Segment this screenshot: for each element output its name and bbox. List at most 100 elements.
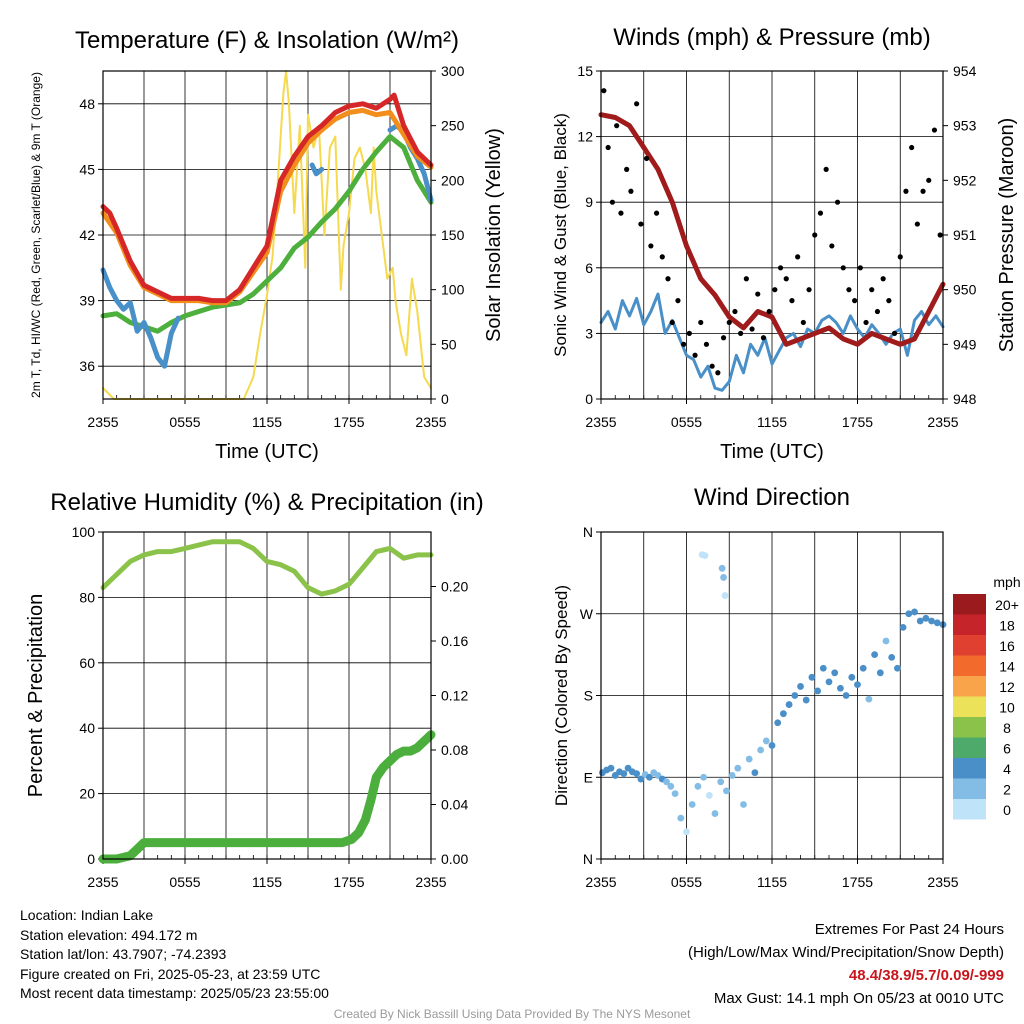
extremes-values: 48.4/38.9/5.7/0.09/-999 [848,967,1004,984]
direction-point [922,614,930,622]
direction-point [802,696,810,704]
gust-point [618,210,624,216]
gust-point [766,308,772,315]
y-tick-label: 15 [577,63,593,79]
gust-point [601,88,607,94]
gust-point [920,188,926,194]
gust-point [659,254,665,260]
gust-point [760,335,767,341]
gust-point [926,177,932,183]
direction-point [671,790,679,797]
legend-label: 12 [999,679,1015,695]
extremes-subtitle: (High/Low/Max Wind/Precipitation/Snow De… [688,944,1004,961]
y2-tick-label: 954 [953,63,977,79]
y2-tick-label: 0.20 [441,579,468,595]
direction-point [780,710,787,718]
gust-point [644,155,650,162]
legend-label: 16 [999,638,1015,654]
x-tick-label: 2355 [927,874,958,890]
y2-tick-label: 950 [953,282,977,298]
x-tick-label: 2355 [415,414,446,430]
x-tick-label: 1755 [333,874,364,890]
direction-point [888,653,896,661]
y2-tick-label: 150 [441,227,465,243]
gust-point [772,287,778,293]
y2-axis-label: Station Pressure (Maroon) [996,118,1018,353]
gust-point [686,330,692,336]
legend-label: 20+ [995,597,1019,613]
gust-point [605,144,611,151]
credit-text: Created By Nick Bassill Using Data Provi… [333,1007,691,1021]
y2-tick-label: 0.08 [441,742,468,758]
direction-point [785,701,793,708]
gust-point [857,265,863,271]
gust-point [638,221,644,227]
direction-point [848,673,856,681]
direction-point [905,610,913,618]
y-tick-label: N [583,851,593,867]
gust-point [909,144,915,151]
chart-title: Wind Direction [694,484,850,511]
legend-label: 8 [1003,720,1011,736]
y2-tick-label: 952 [953,172,977,188]
y-axis-label: Direction (Colored By Speed) [552,585,571,806]
y2-tick-label: 100 [441,282,465,298]
direction-point [757,746,764,754]
gust-point [624,166,630,172]
y-axis-label: Percent & Precipitation [25,594,47,797]
direction-point [876,669,884,677]
recent-data-text: Most recent data timestamp: 2025/05/23 2… [20,985,329,1001]
direction-point [774,719,782,727]
gust-point [715,370,721,376]
y-tick-label: 40 [79,720,95,736]
direction-point [721,592,729,599]
x-tick-label: 1155 [252,874,282,890]
x-tick-label: 1755 [333,414,364,430]
gust-point [755,291,761,297]
gust-point [692,352,698,358]
direction-point [700,773,707,781]
gust-point [834,199,841,205]
x-tick-label: 2355 [87,414,118,430]
series-line-hiwc-1 [309,162,325,177]
direction-point [745,755,753,763]
legend-label: 4 [1003,761,1011,777]
chart-panel-3: 2355 0555 1155 1755 2355 0 20 40 60 80 100 0.00 0.04… [25,489,484,890]
series-line-station-pressure [598,112,946,347]
gust-point [726,319,732,326]
gust-point [614,123,620,129]
direction-point [701,552,709,560]
direction-point [705,792,713,799]
direction-point [854,681,861,688]
station-info: Location: Indian Lake Station elevation:… [20,906,329,1004]
plot-border [600,531,944,860]
direction-point [933,619,941,627]
x-axis-label: Time (UTC) [720,441,824,463]
gust-point [698,319,704,326]
plot-border [102,531,432,860]
y2-tick-label: 0 [441,391,449,407]
gust-point [852,298,858,304]
direction-point [899,623,907,631]
direction-point [723,787,730,795]
gust-point [720,335,727,341]
gust-point [669,319,675,326]
x-tick-label: 1155 [757,414,787,430]
gust-point [648,243,654,249]
direction-point [831,669,839,677]
y-tick-label: W [580,606,594,622]
gust-point [874,308,881,315]
y2-tick-label: 951 [953,227,977,243]
x-tick-label: 2355 [87,874,118,890]
direction-point [842,692,850,699]
y2-tick-label: 300 [441,63,465,79]
direction-point [751,769,759,777]
direction-point [865,695,873,703]
direction-point [720,574,727,581]
direction-point [646,773,653,781]
gust-point [903,188,909,194]
gust-point [817,210,824,216]
gust-point [709,363,715,369]
plot-border [600,70,944,400]
y-tick-label: 3 [585,325,593,341]
